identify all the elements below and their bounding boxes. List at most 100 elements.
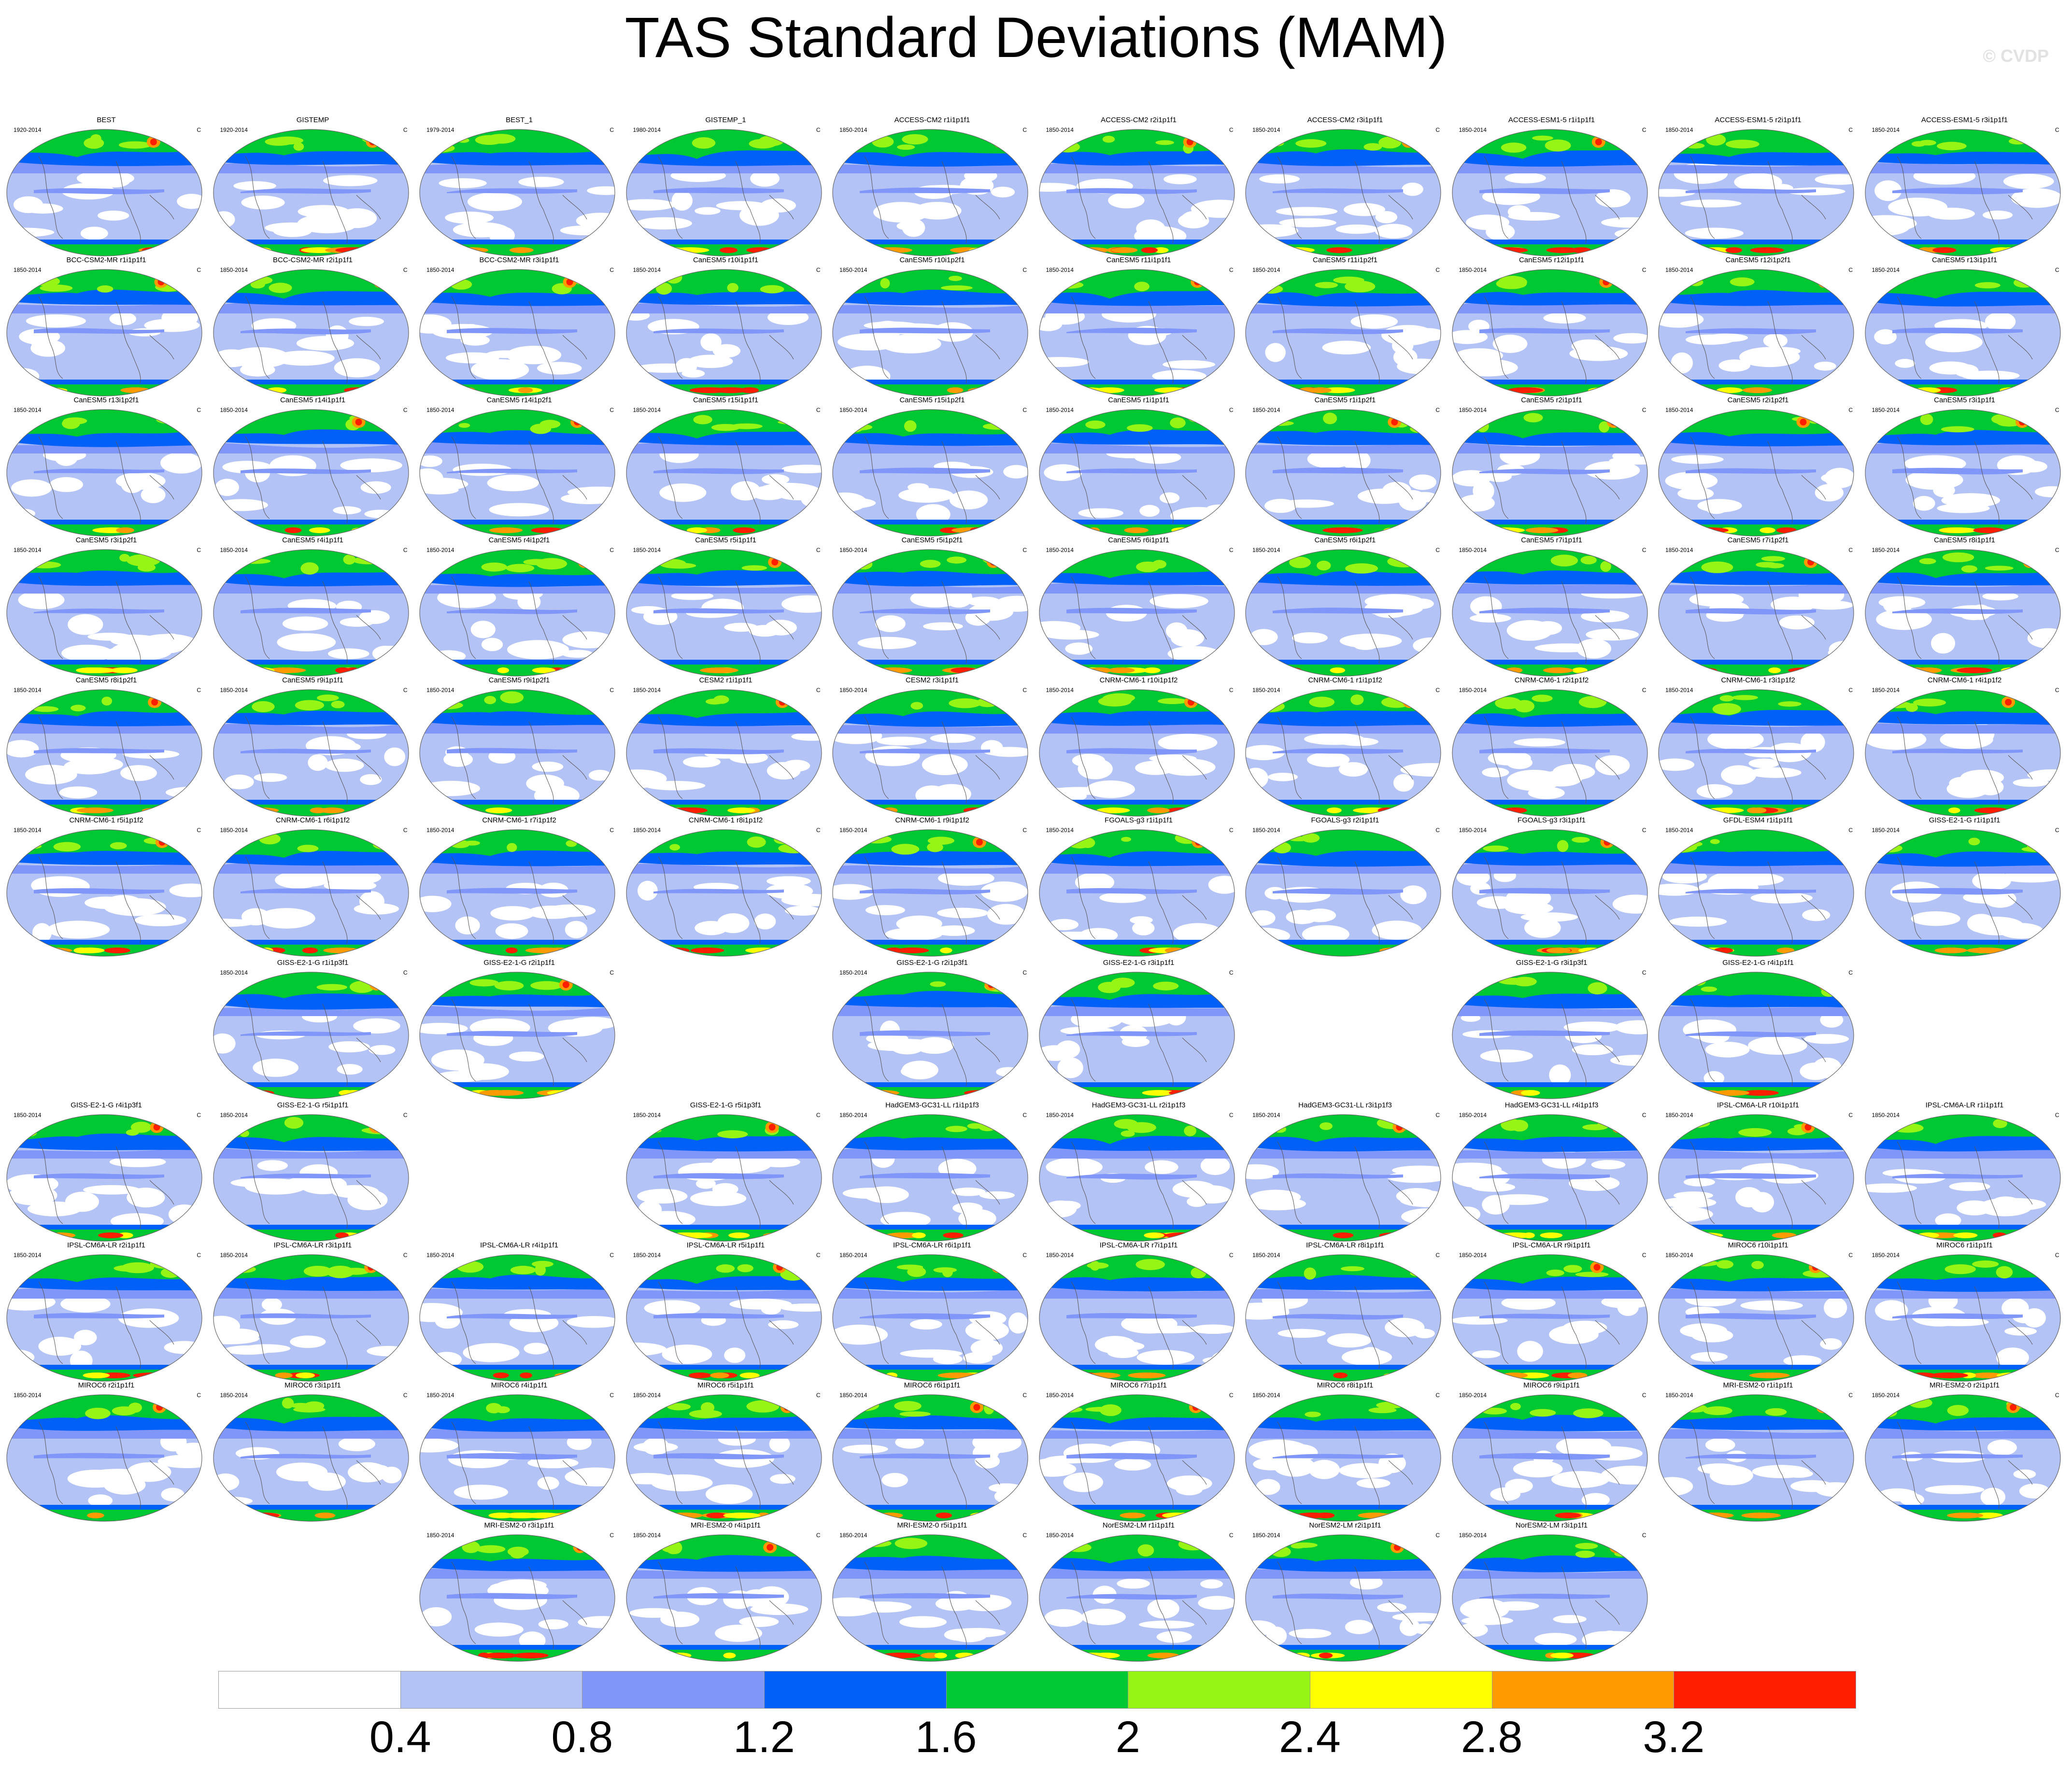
map-panel: CanESM5 r14i1p2f1 1850-2014 C — [418, 396, 621, 541]
map-plot — [1038, 972, 1235, 1099]
panel-period: 1850-2014 — [1872, 827, 1900, 834]
map-panel: MRI-ESM2-0 r5i1p1f1 1850-2014 C — [831, 1521, 1034, 1666]
panel-units: C — [1435, 1252, 1440, 1259]
panel-units: C — [1229, 1392, 1234, 1399]
panel-period: 1850-2014 — [633, 1532, 661, 1539]
panel-period: 1850-2014 — [839, 1532, 867, 1539]
map-panel: HadGEM3-GC31-LL r4i1p1f3 1850-2014 C — [1450, 1101, 1653, 1246]
map-panel: GISS-E2-1-G r3i1p1f1 C — [1037, 959, 1240, 1104]
panel-title: CanESM5 r10i1p2f1 — [899, 256, 965, 264]
panel-units: C — [1642, 1392, 1646, 1399]
map-plot — [1451, 409, 1648, 537]
map-panel: CNRM-CM6-1 r3i1p1f2 1850-2014 C — [1657, 676, 1859, 821]
map-panel: GISS-E2-1-G r4i1p1f1 C — [1657, 959, 1859, 1104]
map-plot — [213, 689, 409, 817]
panel-units: C — [1022, 407, 1027, 413]
map-panel: GISS-E2-1-G r1i1p1f1 1850-2014 C — [1863, 816, 2066, 961]
map-plot — [1658, 1114, 1854, 1242]
map-panel: MIROC6 r9i1p1f1 1850-2014 C — [1450, 1381, 1653, 1526]
map-panel: CanESM5 r10i1p1f1 1850-2014 C — [624, 256, 827, 401]
map-plot — [6, 1114, 202, 1242]
map-plot — [1658, 129, 1854, 256]
panel-title: CanESM5 r1i1p1f1 — [1108, 396, 1169, 404]
panel-period: 1850-2014 — [220, 687, 248, 693]
panel-title: GISTEMP_1 — [705, 116, 746, 124]
map-plot — [1038, 1114, 1235, 1242]
map-plot — [625, 1254, 822, 1382]
map-panel: GISTEMP 1920-2014 C — [212, 116, 414, 261]
panel-title: CanESM5 r3i1p1f1 — [1934, 396, 1995, 404]
panel-title: GISS-E2-1-G r1i1p3f1 — [277, 959, 349, 967]
map-panel: BEST_1 1979-2014 C — [418, 116, 621, 261]
colorbar-swatch — [764, 1671, 947, 1709]
colorbar-swatch — [1674, 1671, 1856, 1709]
map-panel: CanESM5 r8i1p1f1 1850-2014 C — [1863, 536, 2066, 681]
panel-title: CNRM-CM6-1 r2i1p1f2 — [1514, 676, 1589, 684]
map-plot — [213, 269, 409, 396]
map-panel: IPSL-CM6A-LR r10i1p1f1 1850-2014 C — [1657, 1101, 1859, 1246]
colorbar-tick-label: 3.2 — [1643, 1712, 1705, 1762]
panel-period: 1850-2014 — [1252, 687, 1280, 693]
map-plot — [213, 1114, 409, 1242]
panel-units: C — [403, 407, 408, 413]
panel-title: GISS-E2-1-G r2i1p3f1 — [896, 959, 968, 967]
panel-period: 1850-2014 — [839, 1252, 867, 1259]
panel-title: IPSL-CM6A-LR r6i1p1f1 — [893, 1241, 971, 1249]
colorbar-swatch — [400, 1671, 583, 1709]
panel-title: CNRM-CM6-1 r3i1p1f2 — [1721, 676, 1795, 684]
figure-title: TAS Standard Deviations (MAM) — [624, 6, 1448, 70]
panel-title: CESM2 r3i1p1f1 — [905, 676, 959, 684]
panel-period: 1850-2014 — [839, 1112, 867, 1118]
map-plot — [6, 689, 202, 817]
panel-period: 1850-2014 — [14, 1392, 42, 1399]
colorbar — [218, 1671, 1856, 1710]
map-panel: GISS-E2-1-G r1i1p3f1 1850-2014 C — [212, 959, 414, 1104]
panel-units: C — [1642, 407, 1646, 413]
panel-period: 1850-2014 — [14, 827, 42, 834]
colorbar-tick-label: 0.4 — [369, 1712, 431, 1762]
map-plot — [1038, 689, 1235, 817]
colorbar-swatch — [1491, 1671, 1675, 1709]
panel-units: C — [1642, 1532, 1646, 1539]
panel-period: 1850-2014 — [1665, 1392, 1693, 1399]
panel-period: 1850-2014 — [1665, 407, 1693, 413]
panel-period: 1850-2014 — [633, 687, 661, 693]
panel-period: 1850-2014 — [1665, 687, 1693, 693]
map-plot — [1038, 1254, 1235, 1382]
panel-units: C — [1848, 687, 1853, 693]
panel-units: C — [1642, 127, 1646, 133]
panel-units: C — [2055, 127, 2059, 133]
panel-period: 1850-2014 — [14, 407, 42, 413]
panel-title: ACCESS-CM2 r1i1p1f1 — [894, 116, 970, 124]
panel-period: 1850-2014 — [1459, 267, 1487, 273]
panel-title: GISS-E2-1-G r5i1p1f1 — [277, 1101, 349, 1109]
map-plot — [1038, 1534, 1235, 1662]
map-panel: MIROC6 r7i1p1f1 1850-2014 C — [1037, 1381, 1240, 1526]
map-panel: CanESM5 r2i1p2f1 1850-2014 C — [1657, 396, 1859, 541]
panel-title: MIROC6 r2i1p1f1 — [78, 1381, 135, 1389]
panel-title: IPSL-CM6A-LR r7i1p1f1 — [1099, 1241, 1178, 1249]
panel-title: CNRM-CM6-1 r9i1p1f2 — [895, 816, 969, 824]
map-plot — [832, 1254, 1028, 1382]
map-panel: IPSL-CM6A-LR r4i1p1f1 1850-2014 C — [418, 1241, 621, 1386]
panel-units: C — [1022, 1112, 1027, 1118]
panel-title: ACCESS-CM2 r2i1p1f1 — [1101, 116, 1177, 124]
panel-units: C — [2055, 1112, 2059, 1118]
panel-title: CNRM-CM6-1 r10i1p1f2 — [1099, 676, 1178, 684]
panel-units: C — [1435, 267, 1440, 273]
panel-title: CNRM-CM6-1 r5i1p1f2 — [69, 816, 143, 824]
map-panel: ACCESS-ESM1-5 r1i1p1f1 1850-2014 C — [1450, 116, 1653, 261]
panel-units: C — [816, 1532, 821, 1539]
panel-period: 1850-2014 — [633, 407, 661, 413]
map-plot — [213, 972, 409, 1099]
panel-units: C — [197, 1112, 201, 1118]
panel-units: C — [403, 127, 408, 133]
map-panel: CNRM-CM6-1 r9i1p1f2 1850-2014 C — [831, 816, 1034, 961]
panel-period: 1850-2014 — [426, 267, 454, 273]
map-panel: CanESM5 r3i1p1f1 1850-2014 C — [1863, 396, 2066, 541]
panel-title: FGOALS-g3 r3i1p1f1 — [1518, 816, 1586, 824]
panel-units: C — [403, 267, 408, 273]
panel-units: C — [1022, 1252, 1027, 1259]
map-plot — [1658, 409, 1854, 537]
panel-units: C — [1848, 827, 1853, 834]
